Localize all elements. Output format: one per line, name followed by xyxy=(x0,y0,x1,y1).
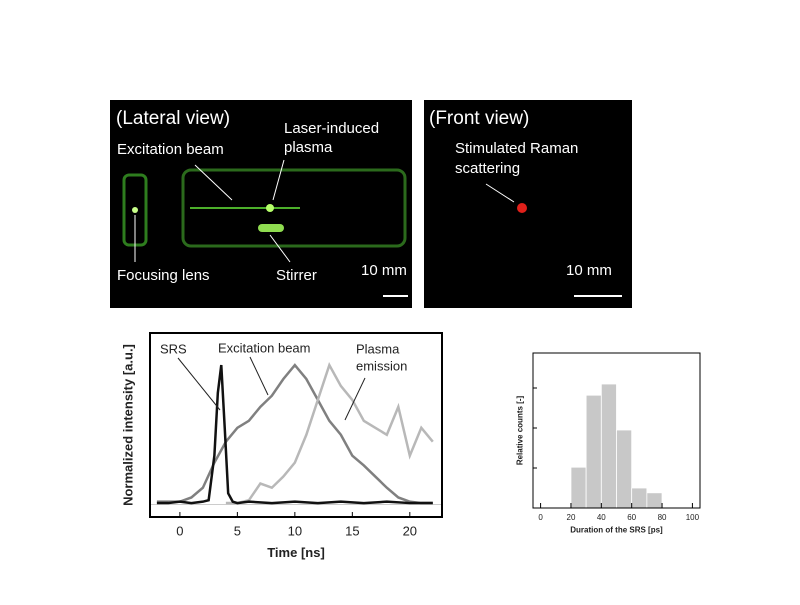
pointer xyxy=(177,357,221,411)
x-tick-label: 20 xyxy=(403,523,417,538)
bar xyxy=(646,492,663,509)
photo-label: Laser-induced xyxy=(284,120,379,137)
annotation: Excitation beam xyxy=(218,340,311,355)
annotation: Plasma xyxy=(356,341,400,356)
pointer xyxy=(249,356,269,396)
scale-label: 10 mm xyxy=(361,262,407,279)
x-tick-label: 0 xyxy=(538,513,543,522)
line-series xyxy=(156,363,433,505)
front-photo: (Front view) Stimulated Raman scattering… xyxy=(424,100,632,308)
bar xyxy=(570,466,587,509)
photo-bg xyxy=(424,100,632,308)
photo-bg xyxy=(110,100,412,308)
pointer xyxy=(344,377,366,421)
photo-title: (Lateral view) xyxy=(116,108,230,129)
pointer xyxy=(272,159,285,201)
srs-spot xyxy=(517,203,527,213)
x-tick-label: 0 xyxy=(176,523,183,538)
x-axis-label: Duration of the SRS [ps] xyxy=(570,526,663,535)
pointer xyxy=(485,183,515,203)
cell xyxy=(181,168,407,248)
photo-label: Stirrer xyxy=(276,267,317,284)
pointer xyxy=(194,164,233,201)
annotation: SRS xyxy=(160,341,187,356)
line-series xyxy=(225,361,434,505)
bar xyxy=(600,383,617,509)
line-series xyxy=(156,364,433,505)
focus-spot xyxy=(132,207,138,213)
bar xyxy=(631,487,648,509)
y-axis-label: Normalized intensity [a.u.] xyxy=(121,344,136,506)
axes-box xyxy=(532,352,701,509)
lateral-photo: (Lateral view) Excitation beam Laser-ind… xyxy=(110,100,412,308)
photo-label: Focusing lens xyxy=(117,267,210,284)
photo-label: Stimulated Raman xyxy=(455,140,578,157)
x-axis-label: Time [ns] xyxy=(267,545,325,560)
x-tick-label: 10 xyxy=(288,523,302,538)
photo-label: plasma xyxy=(284,139,333,156)
plasma-spot xyxy=(266,204,274,212)
axes-box xyxy=(149,332,443,518)
x-tick-label: 15 xyxy=(345,523,359,538)
stirrer xyxy=(258,224,284,232)
scale-label: 10 mm xyxy=(566,262,612,279)
x-tick-label: 5 xyxy=(234,523,241,538)
y-axis-label: Relative counts [-] xyxy=(515,395,524,465)
bar xyxy=(616,429,633,509)
x-tick-label: 20 xyxy=(567,513,576,522)
bar xyxy=(585,394,602,509)
photo-label: scattering xyxy=(455,160,520,177)
x-tick-label: 100 xyxy=(686,513,700,522)
photo-title: (Front view) xyxy=(429,108,529,129)
x-tick-label: 80 xyxy=(658,513,667,522)
annotation: emission xyxy=(356,358,407,373)
pointer xyxy=(269,234,291,263)
photo-label: Excitation beam xyxy=(117,141,224,158)
x-tick-label: 40 xyxy=(597,513,606,522)
x-tick-label: 60 xyxy=(627,513,636,522)
